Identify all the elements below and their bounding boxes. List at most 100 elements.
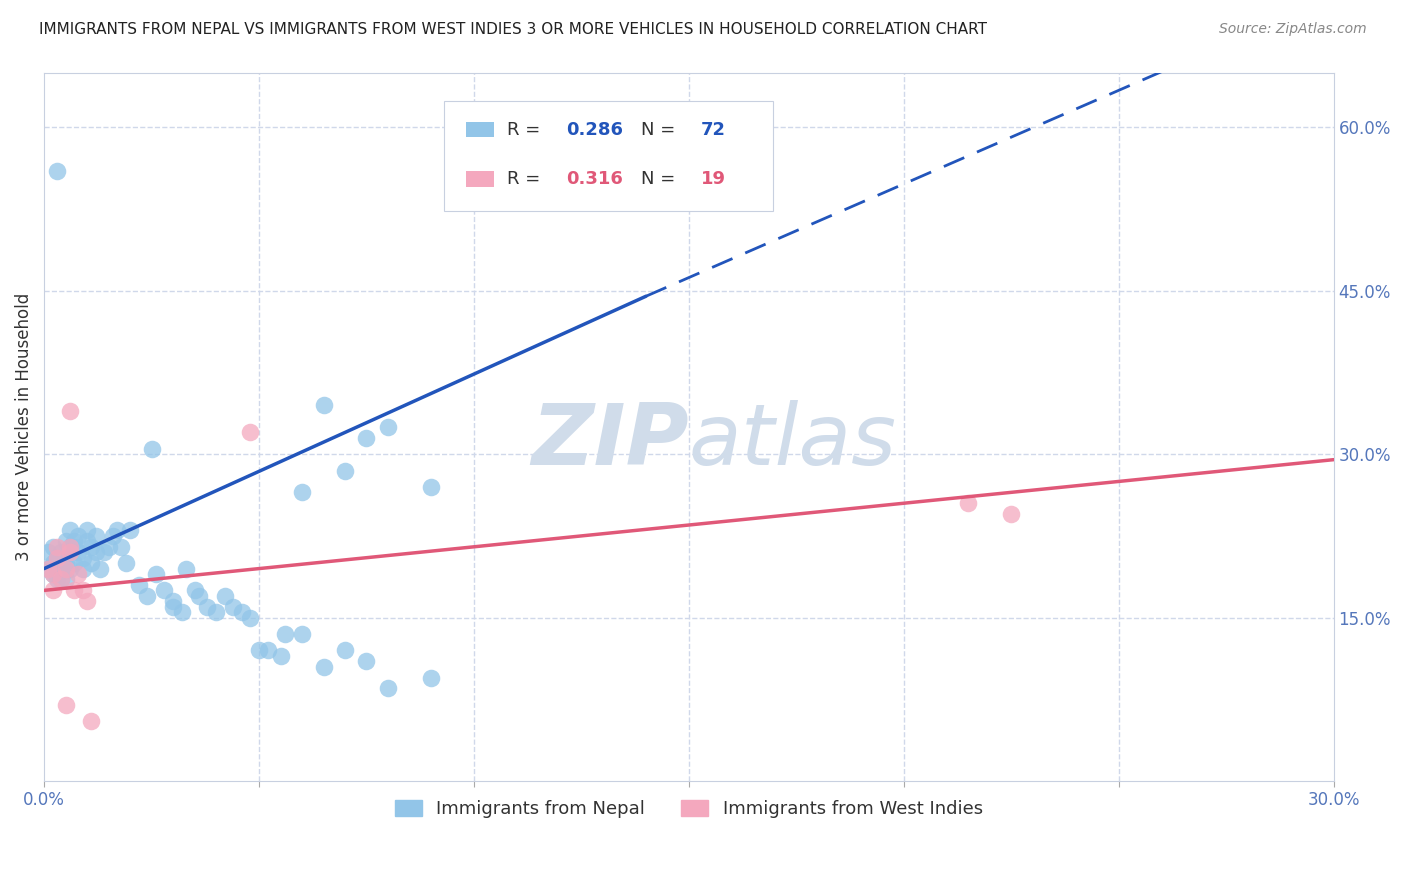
Point <box>141 442 163 456</box>
Point <box>41 567 63 582</box>
Text: 72: 72 <box>700 120 725 138</box>
Text: ZIP: ZIP <box>531 400 689 483</box>
Text: R =: R = <box>508 120 546 138</box>
Point <box>46 540 69 554</box>
Point <box>101 529 124 543</box>
Point <box>46 573 69 587</box>
Text: IMMIGRANTS FROM NEPAL VS IMMIGRANTS FROM WEST INDIES 3 OR MORE VEHICLES IN HOUSE: IMMIGRANTS FROM NEPAL VS IMMIGRANTS FROM… <box>39 22 987 37</box>
Point <box>63 540 86 554</box>
Point <box>84 529 107 543</box>
Point <box>174 561 197 575</box>
Point <box>51 561 73 575</box>
Point <box>76 524 98 538</box>
Text: atlas: atlas <box>689 400 897 483</box>
Text: N =: N = <box>641 170 681 188</box>
Point <box>55 573 77 587</box>
Legend: Immigrants from Nepal, Immigrants from West Indies: Immigrants from Nepal, Immigrants from W… <box>388 792 990 825</box>
FancyBboxPatch shape <box>444 102 773 211</box>
Point <box>333 464 356 478</box>
Point <box>63 556 86 570</box>
Point <box>76 594 98 608</box>
Point <box>59 524 82 538</box>
Point <box>120 524 142 538</box>
Text: N =: N = <box>641 120 681 138</box>
Point <box>136 589 159 603</box>
Point <box>153 583 176 598</box>
Point <box>270 648 292 663</box>
Point <box>76 534 98 549</box>
Point <box>55 561 77 575</box>
Point <box>214 589 236 603</box>
Point <box>72 583 94 598</box>
Point <box>274 627 297 641</box>
Point <box>67 529 90 543</box>
Point <box>59 545 82 559</box>
Text: Source: ZipAtlas.com: Source: ZipAtlas.com <box>1219 22 1367 37</box>
Point <box>46 164 69 178</box>
Point <box>377 681 399 696</box>
Point <box>162 599 184 614</box>
Point <box>105 524 128 538</box>
Point <box>957 496 980 510</box>
Point <box>312 659 335 673</box>
Text: 0.316: 0.316 <box>567 170 623 188</box>
Point <box>37 545 59 559</box>
Point <box>197 599 219 614</box>
Point <box>37 561 59 575</box>
FancyBboxPatch shape <box>465 122 494 137</box>
Point <box>356 431 378 445</box>
Point <box>41 540 63 554</box>
Point <box>89 561 111 575</box>
Text: 19: 19 <box>700 170 725 188</box>
Point <box>231 605 253 619</box>
Point <box>63 583 86 598</box>
Point <box>377 420 399 434</box>
Point <box>80 714 103 728</box>
Point <box>59 561 82 575</box>
Point <box>72 550 94 565</box>
Point <box>239 425 262 440</box>
Text: R =: R = <box>508 170 546 188</box>
Point <box>187 589 209 603</box>
Point <box>46 561 69 575</box>
Point <box>114 556 136 570</box>
Point <box>239 610 262 624</box>
Point <box>41 583 63 598</box>
Y-axis label: 3 or more Vehicles in Household: 3 or more Vehicles in Household <box>15 293 32 561</box>
Point <box>67 545 90 559</box>
Point <box>55 698 77 712</box>
Point <box>291 627 314 641</box>
Point <box>37 561 59 575</box>
Point <box>183 583 205 598</box>
Point <box>84 545 107 559</box>
Point <box>420 671 443 685</box>
Point <box>93 545 115 559</box>
Point <box>63 534 86 549</box>
Point <box>51 573 73 587</box>
Point <box>333 643 356 657</box>
Point <box>356 654 378 668</box>
Point <box>97 540 120 554</box>
FancyBboxPatch shape <box>465 171 494 187</box>
Point <box>222 599 245 614</box>
Point <box>55 556 77 570</box>
Point <box>256 643 278 657</box>
Point <box>291 485 314 500</box>
Point <box>59 403 82 417</box>
Point <box>51 573 73 587</box>
Point <box>145 567 167 582</box>
Point <box>162 594 184 608</box>
Point <box>59 540 82 554</box>
Point <box>80 556 103 570</box>
Point <box>41 567 63 582</box>
Point <box>67 567 90 582</box>
Point <box>51 545 73 559</box>
Point <box>110 540 132 554</box>
Point <box>80 540 103 554</box>
Point <box>59 540 82 554</box>
Point <box>41 556 63 570</box>
Point <box>170 605 193 619</box>
Text: 0.286: 0.286 <box>567 120 623 138</box>
Point <box>128 578 150 592</box>
Point <box>420 480 443 494</box>
